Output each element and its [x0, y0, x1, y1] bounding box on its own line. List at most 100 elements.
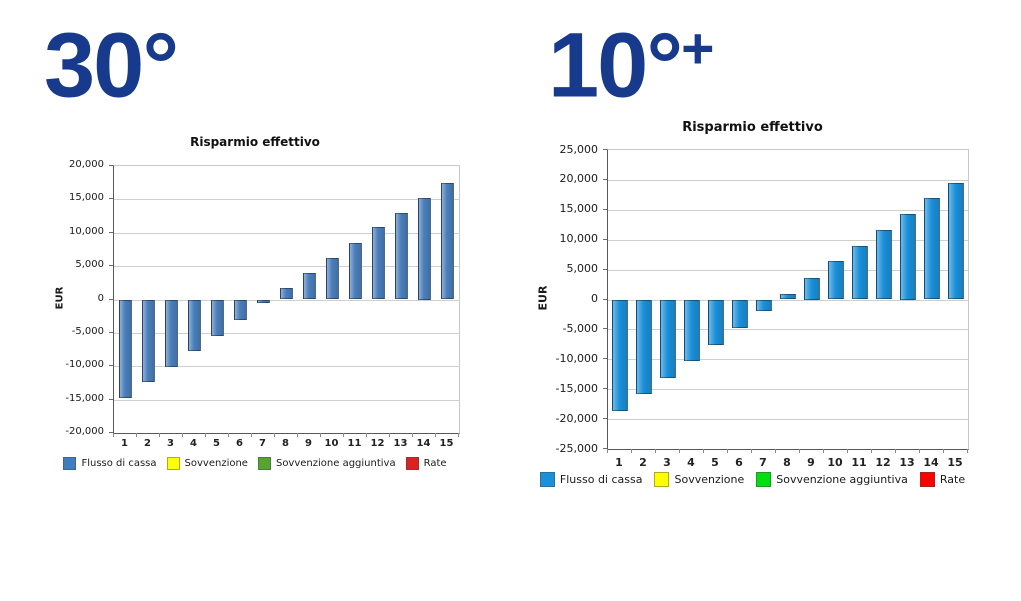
x-tick-label: 1 — [121, 438, 128, 449]
x-tick-label: 5 — [213, 438, 220, 449]
y-tick-label: -25,000 — [555, 441, 598, 455]
bar-flusso-di-cassa — [326, 258, 339, 300]
bar-flusso-di-cassa — [349, 242, 362, 300]
gridline — [114, 232, 459, 234]
scenario-label-text: 10° — [548, 14, 683, 117]
legend-swatch — [539, 472, 555, 487]
x-axis-tick — [182, 433, 183, 437]
x-tick-label: 1 — [615, 456, 623, 469]
bar-flusso-di-cassa — [804, 278, 820, 300]
x-tick-label: 4 — [190, 438, 197, 449]
gridline — [608, 179, 968, 181]
bar-flusso-di-cassa — [142, 299, 155, 383]
legend-item: Rate — [405, 457, 447, 470]
x-tick-label: 10 — [324, 438, 339, 449]
x-tick-label: 10 — [827, 456, 843, 469]
x-axis-tick — [251, 433, 252, 437]
x-axis-tick — [412, 433, 413, 437]
legend-swatch — [756, 472, 772, 487]
legend-item: Flusso di cassa — [63, 457, 157, 470]
bar-flusso-di-cassa — [660, 299, 676, 378]
x-axis-tick — [775, 449, 776, 453]
y-tick-label: 10,000 — [559, 232, 599, 246]
x-tick-label: 3 — [167, 438, 174, 449]
legend-item: Sovvenzione aggiuntiva — [257, 457, 396, 470]
x-axis-tick — [320, 433, 321, 437]
bar-flusso-di-cassa — [211, 299, 224, 336]
gridline — [608, 329, 968, 331]
scenario-label-text: 30° — [44, 14, 179, 117]
bar-flusso-di-cassa — [612, 299, 628, 412]
gridline — [608, 299, 968, 301]
y-axis-tick — [109, 298, 113, 300]
legend: Flusso di cassa Sovvenzione Sovvenzione ag… — [530, 472, 975, 487]
x-tick-label: 14 — [923, 456, 939, 469]
y-tick-label: 25,000 — [559, 142, 599, 156]
bar-flusso-di-cassa — [165, 299, 178, 367]
x-tick-label: 11 — [347, 438, 362, 449]
x-axis-tick — [113, 433, 114, 437]
y-axis-tick — [603, 448, 607, 449]
x-axis-tick — [847, 449, 848, 453]
y-axis-tick — [603, 418, 607, 420]
y-axis-tick — [603, 208, 607, 210]
y-axis-tick — [109, 331, 113, 333]
x-axis-tick — [799, 449, 800, 453]
y-tick-label: -10,000 — [65, 359, 104, 371]
x-tick-label: 9 — [807, 456, 815, 469]
scenario-label-superscript: + — [681, 17, 715, 81]
x-tick-label: 6 — [236, 438, 243, 449]
y-tick-label: 20,000 — [69, 159, 104, 170]
x-tick-label: 13 — [899, 456, 915, 469]
legend-swatch — [257, 457, 271, 470]
y-axis-tick — [603, 149, 607, 150]
y-axis-tick — [109, 398, 113, 400]
legend-label: Sovvenzione aggiuntiva — [275, 458, 396, 469]
y-axis-tick — [603, 388, 607, 390]
legend-swatch — [654, 472, 670, 487]
legend-item: Sovvenzione — [654, 472, 744, 487]
x-tick-label: 13 — [393, 438, 408, 449]
x-axis-tick — [727, 449, 728, 453]
bar-flusso-di-cassa — [188, 299, 201, 351]
x-axis-tick — [943, 449, 944, 453]
x-tick-label: 12 — [370, 438, 385, 449]
chart-risparmio-effettivo-30: Risparmio effettivo EUR Flusso di cassa S… — [45, 130, 465, 495]
x-tick-label: 15 — [439, 438, 454, 449]
x-tick-label: 2 — [144, 438, 151, 449]
gridline — [114, 366, 459, 368]
scenario-label-30: 30° — [44, 20, 179, 112]
gridline — [608, 359, 968, 361]
y-tick-label: 15,000 — [69, 192, 104, 204]
x-tick-label: 8 — [282, 438, 289, 449]
gridline — [608, 419, 968, 421]
x-axis-tick — [136, 433, 137, 437]
bar-flusso-di-cassa — [119, 299, 132, 399]
legend-swatch — [919, 472, 935, 487]
chart-title: Risparmio effettivo — [682, 120, 823, 135]
x-axis-tick — [274, 433, 275, 437]
x-axis-tick — [366, 433, 367, 437]
plot-area — [607, 149, 969, 450]
bar-flusso-di-cassa — [395, 212, 408, 300]
y-tick-label: -5,000 — [71, 325, 104, 337]
bar-flusso-di-cassa — [924, 197, 940, 300]
bar-flusso-di-cassa — [900, 214, 916, 300]
bar-flusso-di-cassa — [732, 299, 748, 328]
bar-flusso-di-cassa — [441, 182, 454, 300]
y-tick-label: 5,000 — [75, 259, 104, 271]
bar-flusso-di-cassa — [257, 299, 270, 303]
y-tick-label: 15,000 — [559, 202, 599, 216]
x-axis-tick — [458, 433, 459, 437]
gridline — [608, 209, 968, 211]
y-tick-label: -10,000 — [555, 351, 598, 365]
x-tick-label: 15 — [947, 456, 963, 469]
chart-risparmio-effettivo-10plus: Risparmio effettivo EUR Flusso di cassa S… — [530, 112, 975, 510]
chart-title: Risparmio effettivo — [190, 135, 320, 149]
gridline — [608, 389, 968, 391]
x-axis-tick — [871, 449, 872, 453]
legend-label: Rate — [423, 458, 447, 469]
bar-flusso-di-cassa — [828, 261, 844, 300]
x-tick-label: 9 — [305, 438, 312, 449]
legend-swatch — [405, 457, 419, 470]
